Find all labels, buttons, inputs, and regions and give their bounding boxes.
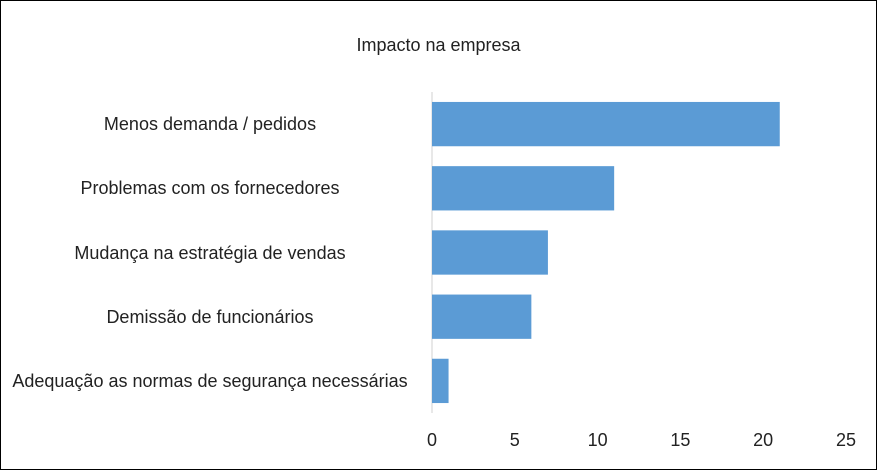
x-tick-label: 15 bbox=[670, 430, 691, 450]
bar bbox=[432, 358, 449, 404]
x-tick-label: 10 bbox=[587, 430, 608, 450]
bar bbox=[432, 294, 532, 339]
x-tick-label: 5 bbox=[509, 430, 520, 450]
y-tick-label: Menos demanda / pedidos bbox=[103, 114, 317, 135]
y-tick-label: Mudança na estratégia de vendas bbox=[74, 242, 346, 263]
x-tick-label: 0 bbox=[426, 430, 437, 450]
y-tick-label: Demissão de funcionários bbox=[106, 306, 314, 327]
bar bbox=[432, 230, 548, 275]
y-tick-label: Problemas com os fornecedores bbox=[80, 178, 340, 199]
x-tick-label: 25 bbox=[835, 430, 857, 450]
bar bbox=[432, 166, 615, 211]
x-tick-label: 20 bbox=[753, 430, 774, 450]
y-tick-label: Adequação as normas de segurança necessá… bbox=[12, 370, 408, 391]
bar bbox=[432, 101, 780, 147]
chart-title: Impacto na empresa bbox=[356, 35, 521, 55]
